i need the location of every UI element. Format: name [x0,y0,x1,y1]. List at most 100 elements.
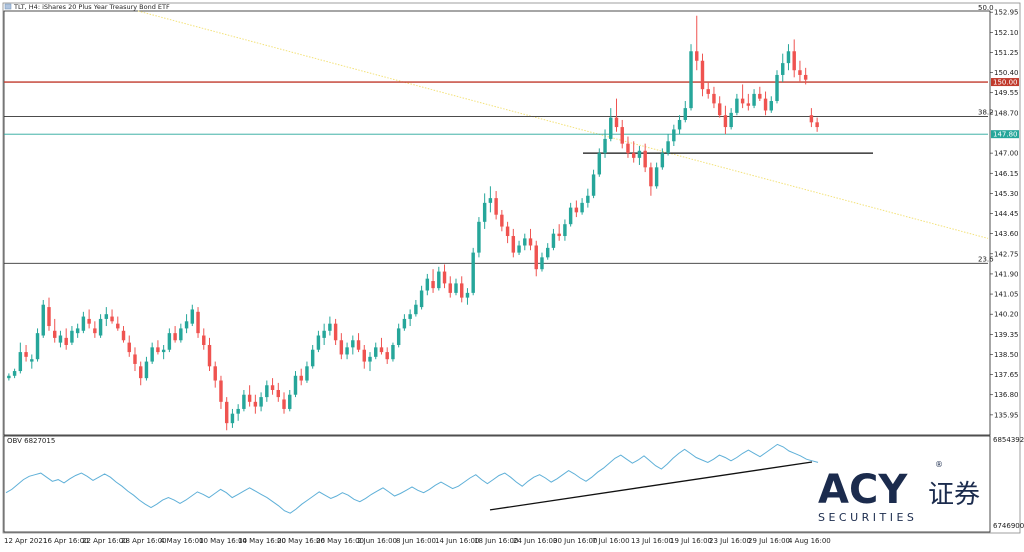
candle-body [809,115,814,123]
x-tick-label: 18 Jun 16:00 [474,537,518,545]
candle-body [700,60,705,90]
x-tick-label: 20 May 16:00 [277,537,325,545]
y-tick-label: 141.90 [994,270,1019,278]
candle-body [53,330,57,338]
obv-title: OBV 6827015 [7,437,55,445]
candle [259,392,263,412]
candle [35,328,40,362]
candle [190,304,195,327]
candle [224,397,229,431]
candle-body [339,340,344,355]
x-tick-label: 2 Jun 16:00 [357,537,397,545]
candle [316,330,321,353]
candle-body [626,143,630,154]
candle [150,342,154,364]
x-tick-label: 4 May 16:00 [160,537,204,545]
candle [649,162,653,196]
candle-body [597,153,602,175]
title-bar: TLT, H4: iShares 20 Plus Year Treasury B… [4,3,170,11]
candle-body [431,281,435,289]
candle [333,318,338,345]
y-tick-label: 141.05 [994,291,1019,299]
logo-registered-mark: ® [935,460,943,469]
price-tag [991,78,1019,87]
candle [643,143,647,173]
candle [24,344,28,362]
candle-body [104,314,109,319]
candle [597,148,602,177]
candle-body [695,51,699,61]
y-tick-label: 143.60 [994,230,1019,238]
candle [402,314,407,331]
candle [282,392,286,414]
candle [563,219,567,241]
candle-body [93,328,97,334]
candle [815,117,819,132]
candle-body [167,333,172,350]
candle-body [75,328,80,334]
candle [740,84,745,109]
candle [351,335,355,355]
candle-body [494,198,498,215]
candle-body [425,278,430,291]
candle [431,269,435,293]
candle [631,141,636,163]
candle [213,361,217,388]
candle-body [58,335,63,343]
candle-body [30,359,34,362]
candle-body [87,318,91,324]
candle [408,309,412,327]
candle-body [316,335,321,350]
candle [637,146,642,165]
candle [763,91,768,116]
candle-body [35,333,40,360]
candle-body [247,394,252,402]
y-tick-label: 147.00 [994,150,1019,158]
candle-body [488,198,493,203]
chart-title: TLT, H4: iShares 20 Plus Year Treasury B… [13,3,170,11]
candle [242,389,246,412]
chart-frame [2,2,1021,534]
candle-body [500,214,504,227]
y-tick-label: 151.25 [994,49,1019,57]
candle [53,318,57,343]
candle [477,217,481,258]
candle [167,328,172,353]
candle [116,316,120,331]
candle [345,342,349,360]
candle-body [70,330,74,343]
candle-body [505,226,510,237]
x-tick-label: 19 Jul 16:00 [670,537,712,545]
candle [121,326,126,343]
x-tick-label: 16 Apr 16:00 [43,537,89,545]
candle [683,101,688,123]
candle-body [138,366,143,379]
candle-body [156,347,160,353]
candle-body [729,112,733,128]
candle [603,129,607,158]
candle-body [7,375,11,379]
candle [207,337,212,372]
candle [586,188,590,208]
price-pane [3,10,991,436]
candle-body [408,314,412,319]
y-tick-label: 137.65 [994,371,1019,379]
candle-body [179,328,183,341]
candle [41,299,45,338]
candle-body [144,361,149,379]
candle-body [333,323,338,341]
candle-body [184,321,189,329]
candle [230,408,235,428]
candle-body [580,202,584,213]
candle [781,53,785,83]
trendline-dotted [137,10,989,239]
x-tick-label: 14 May 16:00 [238,537,286,545]
candle-body [219,380,223,402]
candle [700,53,705,97]
candle-body [511,236,516,253]
candle [184,314,189,334]
acy-securities-logo: ACY ® 证券 S E C U R I T I E S [818,460,980,524]
candle [374,342,378,360]
candle-body [528,238,533,246]
